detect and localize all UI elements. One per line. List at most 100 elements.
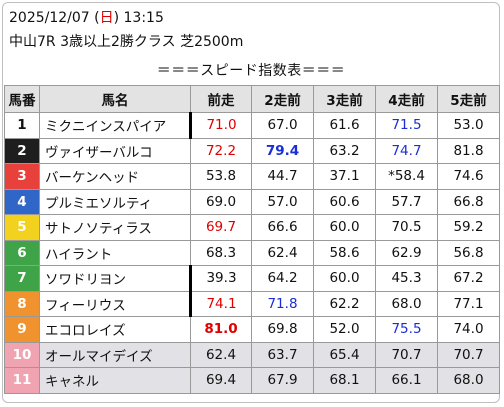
speed-index-cell: 69.0 (190, 188, 252, 215)
horse-number-cell: 3 (4, 163, 40, 190)
col-header-4-races-ago: 4走前 (375, 85, 438, 113)
horse-name-cell: エコロレイズ (39, 316, 191, 343)
speed-index-cell: 57.0 (251, 188, 314, 215)
speed-index-cell: 70.5 (375, 214, 438, 241)
table-row: 10 オールマイデイズ 62.4 63.7 65.4 70.7 70.7 (4, 341, 500, 368)
col-header-5-races-ago: 5走前 (437, 85, 500, 113)
race-weekday: 日 (99, 10, 114, 26)
horse-number-cell: 4 (4, 188, 40, 215)
speed-index-cell: 74.6 (437, 163, 500, 190)
speed-index-cell: 61.6 (313, 112, 376, 139)
table-row: 11 キャネル 69.4 67.9 68.1 66.1 68.0 (4, 367, 500, 394)
horse-number-cell: 10 (4, 341, 40, 368)
speed-index-cell: 69.4 (190, 367, 252, 394)
speed-index-cell: 62.2 (313, 290, 376, 317)
horse-number-cell: 8 (4, 290, 40, 317)
col-header-3-races-ago: 3走前 (313, 85, 376, 113)
speed-index-cell: 67.9 (251, 367, 314, 394)
horse-name-cell: プルミエソルティ (39, 188, 191, 215)
horse-name-cell: ヴァイザーバルコ (39, 137, 191, 164)
race-info: 中山7R 3歳以上2勝クラス 芝2500m (9, 34, 244, 50)
race-date: 2025/12/07 ( (9, 10, 100, 26)
speed-index-cell: 57.7 (375, 188, 438, 215)
table-row: 1 ミクニインスパイア 71.0 67.0 61.6 71.5 53.0 (4, 112, 500, 139)
speed-index-cell: 45.3 (375, 265, 438, 292)
col-header-horse-name: 馬名 (39, 85, 191, 113)
horse-number-cell: 1 (4, 112, 40, 139)
speed-index-cell: 79.4 (251, 137, 314, 164)
speed-index-cell: 72.2 (190, 137, 252, 164)
table-row: 3 バーケンヘッド 53.8 44.7 37.1 *58.4 74.6 (4, 163, 500, 190)
speed-index-cell: 60.6 (313, 188, 376, 215)
table-row: 7 ソワドリヨン 39.3 64.2 60.0 45.3 67.2 (4, 265, 500, 292)
col-header-last-race: 前走 (190, 85, 252, 113)
table-header-row: 馬番 馬名 前走 2走前 3走前 4走前 5走前 (4, 85, 500, 113)
speed-index-cell: 66.6 (251, 214, 314, 241)
horse-number-cell: 6 (4, 239, 40, 266)
speed-index-cell: 53.8 (190, 163, 252, 190)
speed-index-cell: *58.4 (375, 163, 438, 190)
speed-index-cell: 52.0 (313, 316, 376, 343)
speed-index-card: 2025/12/07 (日) 13:15 中山7R 3歳以上2勝クラス 芝250… (2, 2, 500, 403)
horse-name-cell: キャネル (39, 367, 191, 394)
table-row: 4 プルミエソルティ 69.0 57.0 60.6 57.7 66.8 (4, 188, 500, 215)
race-datetime: 2025/12/07 (日) 13:15 (9, 9, 164, 27)
speed-index-cell: 68.3 (190, 239, 252, 266)
speed-index-cell: 60.0 (313, 265, 376, 292)
speed-index-cell: 71.8 (251, 290, 314, 317)
speed-index-cell: 65.4 (313, 341, 376, 368)
speed-index-cell: 62.4 (190, 341, 252, 368)
col-header-number: 馬番 (4, 85, 40, 113)
table-row: 2 ヴァイザーバルコ 72.2 79.4 63.2 74.7 81.8 (4, 137, 500, 164)
horse-name-cell: フィーリウス (39, 290, 192, 317)
speed-index-cell: 71.5 (375, 112, 438, 139)
horse-number-cell: 7 (4, 265, 40, 292)
speed-index-cell: 63.2 (313, 137, 376, 164)
speed-index-cell: 68.0 (437, 367, 500, 394)
speed-index-cell: 66.8 (437, 188, 500, 215)
speed-index-cell: 75.5 (375, 316, 438, 343)
speed-index-cell: 81.0 (190, 316, 252, 343)
speed-index-cell: 68.0 (375, 290, 438, 317)
speed-index-cell: 59.2 (437, 214, 500, 241)
speed-index-cell: 74.0 (437, 316, 500, 343)
horse-number-cell: 5 (4, 214, 40, 241)
speed-index-cell: 62.4 (251, 239, 314, 266)
speed-index-cell: 70.7 (437, 341, 500, 368)
speed-index-cell: 62.9 (375, 239, 438, 266)
table-row: 9 エコロレイズ 81.0 69.8 52.0 75.5 74.0 (4, 316, 500, 343)
horse-name-cell: サトノソティラス (39, 214, 191, 241)
speed-index-cell: 70.7 (375, 341, 438, 368)
horse-name-cell: ミクニインスパイア (39, 112, 192, 139)
speed-index-cell: 44.7 (251, 163, 314, 190)
horse-number-cell: 11 (4, 367, 40, 394)
speed-index-table: 馬番 馬名 前走 2走前 3走前 4走前 5走前 1 ミクニインスパイア 71.0 6… (4, 85, 500, 394)
speed-index-cell: 58.6 (313, 239, 376, 266)
speed-index-cell: 81.8 (437, 137, 500, 164)
horse-name-cell: ソワドリヨン (39, 265, 192, 292)
speed-index-cell: 64.2 (251, 265, 314, 292)
horse-name-cell: オールマイデイズ (39, 341, 191, 368)
speed-index-cell: 67.0 (251, 112, 314, 139)
speed-index-cell: 68.1 (313, 367, 376, 394)
speed-index-cell: 39.3 (190, 265, 252, 292)
horse-name-cell: バーケンヘッド (39, 163, 191, 190)
speed-index-cell: 60.0 (313, 214, 376, 241)
speed-index-cell: 67.2 (437, 265, 500, 292)
table-row: 6 ハイラント 68.3 62.4 58.6 62.9 56.8 (4, 239, 500, 266)
table-banner: ＝＝＝スピード指数表＝＝＝ (156, 63, 346, 79)
speed-index-cell: 69.7 (190, 214, 252, 241)
horse-number-cell: 2 (4, 137, 40, 164)
horse-number-cell: 9 (4, 316, 40, 343)
speed-index-cell: 56.8 (437, 239, 500, 266)
speed-index-cell: 74.1 (190, 290, 252, 317)
speed-index-cell: 37.1 (313, 163, 376, 190)
table-row: 5 サトノソティラス 69.7 66.6 60.0 70.5 59.2 (4, 214, 500, 241)
speed-index-cell: 69.8 (251, 316, 314, 343)
speed-index-cell: 77.1 (437, 290, 500, 317)
speed-index-cell: 63.7 (251, 341, 314, 368)
speed-index-cell: 74.7 (375, 137, 438, 164)
col-header-2-races-ago: 2走前 (251, 85, 314, 113)
speed-index-cell: 71.0 (190, 112, 252, 139)
speed-index-cell: 53.0 (437, 112, 500, 139)
